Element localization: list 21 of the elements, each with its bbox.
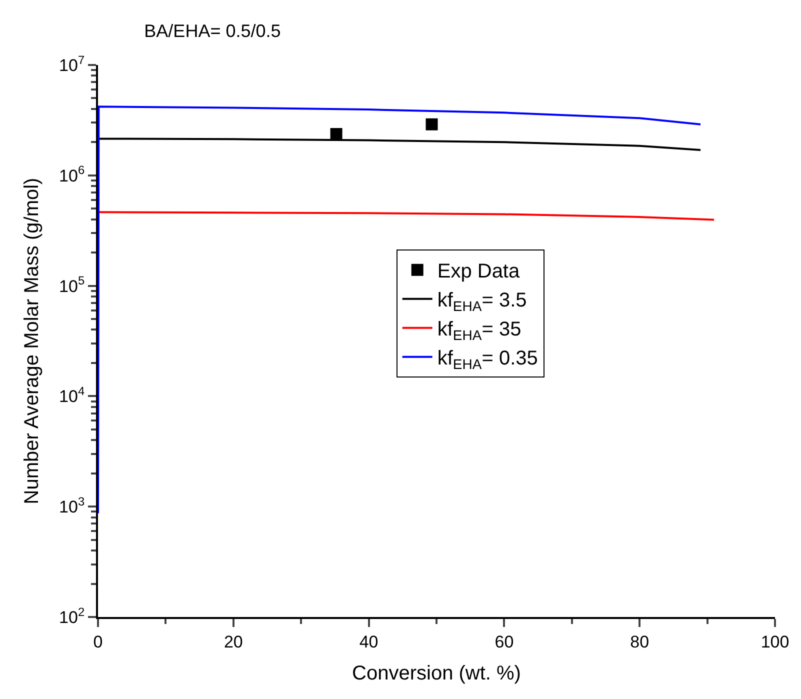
x-tick-label: 80 bbox=[630, 632, 650, 652]
line-series bbox=[98, 211, 716, 221]
y-tick-label: 10$^{7}$ bbox=[59, 52, 85, 75]
x-tick-label: 20 bbox=[224, 632, 243, 652]
y-tick-label: 10$^{2}$ bbox=[59, 604, 85, 627]
legend-label: kf$_{EHA}$= 3.5 bbox=[437, 290, 527, 314]
legend-label: Exp Data bbox=[437, 260, 520, 283]
y-tick-label: 10$^{5}$ bbox=[59, 274, 85, 296]
chart-title: BA/EHA= 0.5/0.5 bbox=[144, 21, 281, 42]
line-series bbox=[98, 106, 702, 514]
x-axis-title: Conversion (wt. %) bbox=[352, 662, 521, 684]
y-axis-title: Number Average Molar Mass (g/mol) bbox=[21, 178, 44, 504]
legend-label: kf$_{EHA}$= 35 bbox=[437, 318, 522, 343]
x-tick-label: 0 bbox=[93, 632, 103, 652]
x-tick-label: 60 bbox=[494, 632, 514, 652]
y-tick-label: 10$^{4}$ bbox=[59, 384, 85, 406]
legend-label: kf$_{EHA}$= 0.35 bbox=[437, 348, 538, 372]
x-tick-label: 100 bbox=[760, 632, 790, 652]
x-tick-label: 40 bbox=[359, 632, 378, 652]
y-tick-label: 10$^{6}$ bbox=[59, 163, 85, 186]
y-tick-label: 10$^{3}$ bbox=[59, 494, 85, 517]
